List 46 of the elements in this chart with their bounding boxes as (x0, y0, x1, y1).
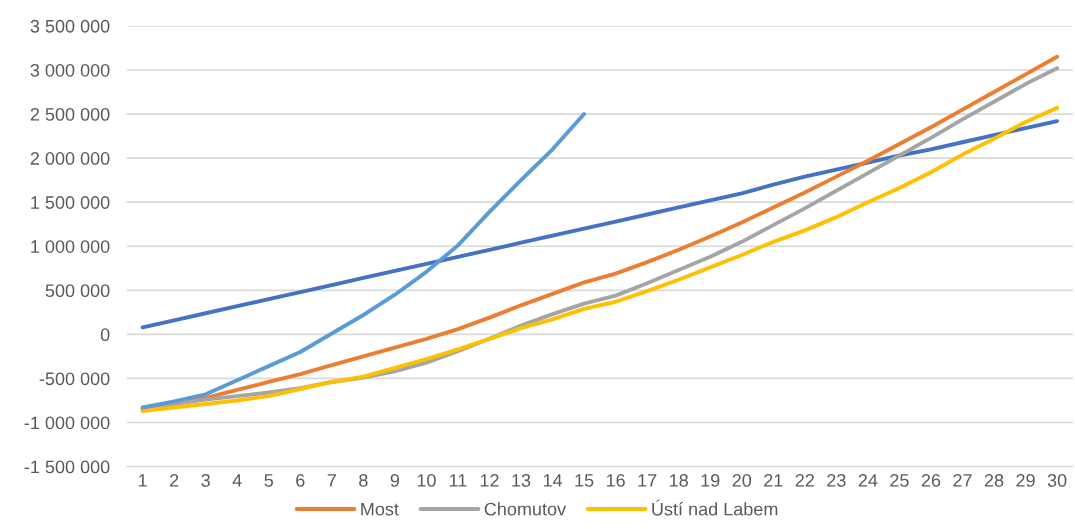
y-tick-label: -1 500 000 (24, 460, 110, 474)
y-tick-label: -1 000 000 (24, 416, 110, 430)
x-tick-label: 22 (795, 474, 814, 487)
legend-label: Most (361, 502, 399, 516)
y-tick-label: 3 000 000 (30, 63, 110, 77)
x-tick-label: 13 (512, 474, 531, 487)
y-tick-label: -500 000 (39, 372, 110, 386)
x-tick-label: 27 (953, 474, 972, 487)
x-tick-label: 18 (670, 474, 688, 487)
x-tick-label: 9 (390, 474, 400, 487)
x-tick-label: 19 (701, 474, 720, 487)
line-series (140, 112, 587, 410)
x-tick-label: 25 (890, 474, 909, 487)
x-tick-label: 21 (764, 474, 783, 487)
x-tick-label: 3 (201, 474, 210, 487)
y-tick-label: 0 (100, 328, 110, 342)
x-tick-label: 10 (417, 474, 436, 487)
x-tick-label: 30 (1047, 474, 1067, 487)
x-tick-label: 16 (606, 474, 625, 487)
x-tick-label: 26 (921, 474, 941, 487)
x-tick-label: 28 (984, 474, 1004, 487)
y-tick-label: 2 500 000 (30, 107, 110, 121)
legend-label: Chomutov (484, 502, 567, 516)
x-tick-label: 6 (296, 474, 305, 487)
x-tick-label: 2 (170, 474, 179, 487)
x-tick-label: 29 (1016, 474, 1035, 487)
x-tick-label: 1 (138, 474, 147, 487)
line-series (140, 119, 1060, 330)
x-tick-label: 7 (327, 474, 336, 487)
y-tick-label: 1 500 000 (31, 196, 110, 209)
x-tick-label: 5 (264, 474, 274, 487)
x-tick-label: 12 (480, 474, 499, 487)
x-tick-label: 8 (359, 474, 368, 487)
y-tick-label: 3 500 000 (30, 19, 110, 33)
y-tick-label: 2 000 000 (30, 152, 110, 165)
legend-label: Ústí nad Labem (652, 499, 778, 516)
x-tick-label: 15 (575, 474, 594, 487)
x-tick-label: 20 (732, 474, 752, 487)
x-tick-label: 17 (638, 474, 657, 487)
x-tick-label: 23 (827, 474, 846, 487)
y-tick-label: 500 000 (45, 284, 110, 298)
x-tick-label: 11 (449, 474, 467, 487)
x-tick-label: 14 (543, 474, 563, 487)
x-tick-label: 24 (858, 474, 878, 487)
y-tick-label: 1 000 000 (31, 240, 110, 253)
x-tick-label: 4 (232, 474, 242, 487)
